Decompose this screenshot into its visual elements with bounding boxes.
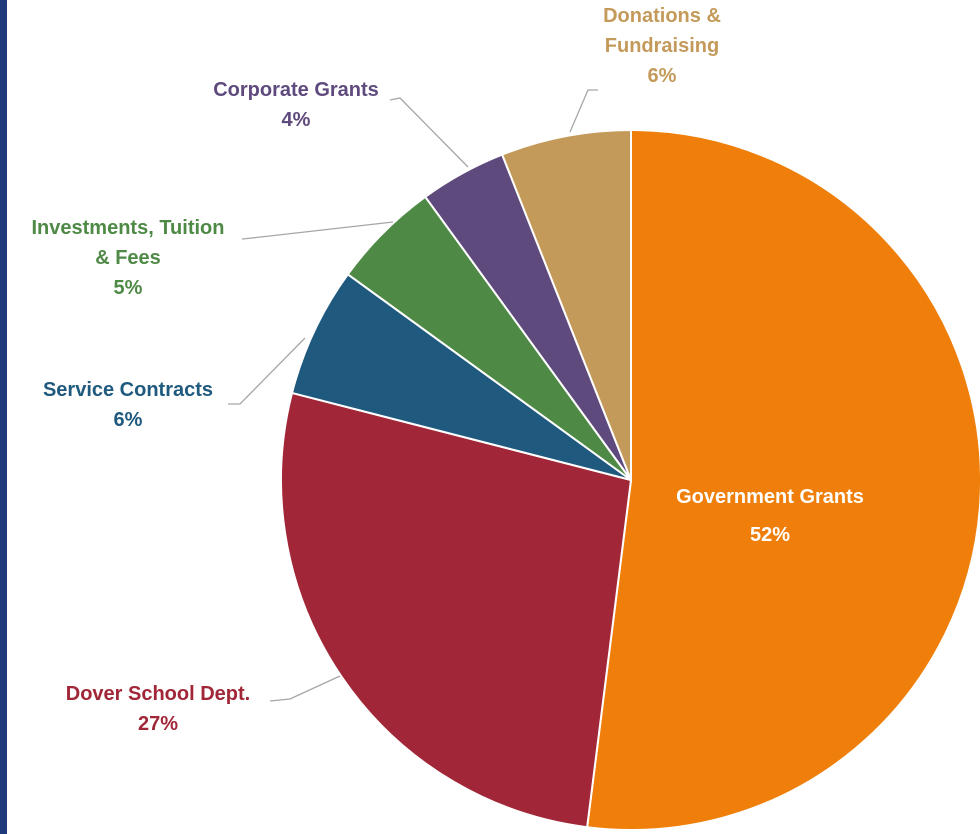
leader-line-1 (269, 675, 341, 702)
pie-slice-5 (500, 128, 632, 481)
leader-line-5 (569, 89, 598, 133)
slice-name-1-line-0: Dover School Dept. (66, 683, 250, 705)
slice-name-5-line-0: Donations & (603, 5, 721, 27)
leader-line-4 (389, 97, 469, 168)
slice-label-5: Donations & Fundraising 6% (603, 5, 721, 87)
pie-slice-0 (586, 128, 980, 831)
slice-name-0-line-0: Government Grants (676, 486, 864, 508)
slice-percent-3: 5% (114, 277, 143, 299)
slice-name-5-line-1: Fundraising (605, 35, 719, 57)
slice-percent-5: 6% (648, 65, 677, 87)
slice-name-3-line-1: & Fees (95, 247, 161, 269)
slice-label-2: Service Contracts 6% (43, 379, 213, 431)
slice-percent-0: 52% (750, 524, 790, 546)
slice-name-4-line-0: Corporate Grants (213, 79, 379, 101)
slice-name-2-line-0: Service Contracts (43, 379, 213, 401)
slice-label-0: Government Grants 52% (676, 486, 864, 546)
pie-slice-1 (280, 391, 633, 829)
slice-label-1: Dover School Dept. 27% (66, 683, 250, 735)
leader-line-3 (241, 221, 394, 240)
slice-percent-2: 6% (114, 409, 143, 431)
pie-slice-2 (290, 272, 632, 481)
slice-percent-4: 4% (282, 109, 311, 131)
slice-label-3: Investments, Tuition & Fees 5% (32, 217, 225, 299)
slice-percent-1: 27% (138, 713, 178, 735)
leader-line-2 (228, 337, 306, 405)
slice-name-3-line-0: Investments, Tuition (32, 217, 225, 239)
left-edge-bar (0, 0, 7, 834)
slice-label-4: Corporate Grants 4% (213, 79, 379, 131)
